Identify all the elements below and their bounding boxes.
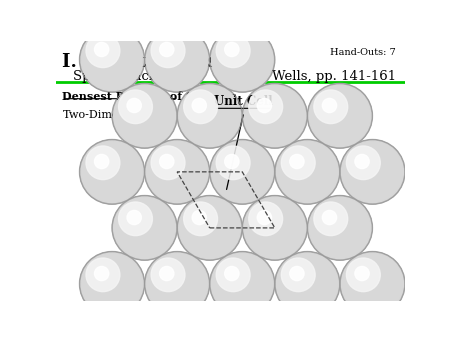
- Circle shape: [210, 140, 275, 204]
- Circle shape: [114, 197, 176, 259]
- Circle shape: [314, 90, 348, 124]
- Circle shape: [216, 146, 250, 179]
- Text: Densest Packing of Spheres: Densest Packing of Spheres: [63, 91, 237, 102]
- Circle shape: [249, 90, 283, 124]
- Circle shape: [257, 210, 271, 225]
- Text: Sphere Packings: Sphere Packings: [73, 70, 185, 83]
- Circle shape: [192, 98, 207, 113]
- Circle shape: [290, 154, 304, 169]
- Circle shape: [192, 210, 207, 225]
- Circle shape: [212, 253, 273, 315]
- Circle shape: [146, 29, 208, 91]
- Circle shape: [144, 251, 210, 316]
- Circle shape: [322, 98, 337, 113]
- Circle shape: [114, 85, 176, 147]
- Circle shape: [80, 27, 144, 92]
- Circle shape: [118, 202, 153, 236]
- Circle shape: [151, 258, 185, 292]
- Circle shape: [144, 140, 210, 204]
- Circle shape: [309, 85, 371, 147]
- Circle shape: [225, 154, 239, 169]
- Circle shape: [210, 251, 275, 316]
- Circle shape: [81, 141, 143, 202]
- Circle shape: [151, 34, 185, 68]
- Circle shape: [144, 27, 210, 92]
- Circle shape: [86, 34, 120, 68]
- Circle shape: [307, 195, 373, 260]
- Circle shape: [146, 141, 208, 202]
- Circle shape: [118, 90, 153, 124]
- Circle shape: [355, 154, 369, 169]
- Circle shape: [177, 195, 242, 260]
- Circle shape: [212, 141, 273, 202]
- Circle shape: [210, 27, 275, 92]
- Circle shape: [314, 202, 348, 236]
- Circle shape: [290, 266, 304, 281]
- Circle shape: [177, 83, 242, 148]
- Circle shape: [244, 85, 306, 147]
- Circle shape: [86, 146, 120, 179]
- Circle shape: [216, 34, 250, 68]
- Circle shape: [94, 266, 109, 281]
- Text: Unit Cell: Unit Cell: [215, 95, 273, 108]
- Circle shape: [242, 195, 307, 260]
- Circle shape: [346, 258, 380, 292]
- Circle shape: [216, 258, 250, 292]
- Circle shape: [179, 85, 241, 147]
- Circle shape: [112, 195, 177, 260]
- Circle shape: [322, 210, 337, 225]
- Circle shape: [281, 146, 315, 179]
- Circle shape: [355, 266, 369, 281]
- Circle shape: [112, 83, 177, 148]
- Circle shape: [257, 98, 271, 113]
- Circle shape: [242, 83, 307, 148]
- Circle shape: [276, 141, 338, 202]
- Circle shape: [212, 29, 273, 91]
- Circle shape: [160, 42, 174, 56]
- Circle shape: [342, 253, 403, 315]
- Text: Wells, pp. 141-161: Wells, pp. 141-161: [271, 70, 396, 83]
- Circle shape: [160, 154, 174, 169]
- Circle shape: [309, 197, 371, 259]
- Text: Hand-Outs: 7: Hand-Outs: 7: [330, 48, 396, 57]
- Circle shape: [184, 90, 217, 124]
- Circle shape: [80, 140, 144, 204]
- Circle shape: [94, 42, 109, 56]
- Circle shape: [340, 140, 405, 204]
- Circle shape: [281, 258, 315, 292]
- Circle shape: [275, 251, 340, 316]
- Circle shape: [127, 98, 141, 113]
- Circle shape: [340, 251, 405, 316]
- Circle shape: [346, 146, 380, 179]
- Circle shape: [81, 253, 143, 315]
- Circle shape: [342, 141, 403, 202]
- Circle shape: [225, 266, 239, 281]
- Circle shape: [179, 197, 241, 259]
- Circle shape: [146, 253, 208, 315]
- Circle shape: [307, 83, 373, 148]
- Circle shape: [127, 210, 141, 225]
- Text: Two-Dimensions:: Two-Dimensions:: [63, 110, 159, 120]
- Circle shape: [249, 202, 283, 236]
- Circle shape: [160, 266, 174, 281]
- Circle shape: [275, 140, 340, 204]
- Circle shape: [184, 202, 217, 236]
- Circle shape: [225, 42, 239, 56]
- Circle shape: [276, 253, 338, 315]
- Circle shape: [94, 154, 109, 169]
- Circle shape: [151, 146, 185, 179]
- Circle shape: [81, 29, 143, 91]
- Text: I. Structural Aspects: I. Structural Aspects: [63, 53, 272, 71]
- Circle shape: [80, 251, 144, 316]
- Circle shape: [86, 258, 120, 292]
- Circle shape: [244, 197, 306, 259]
